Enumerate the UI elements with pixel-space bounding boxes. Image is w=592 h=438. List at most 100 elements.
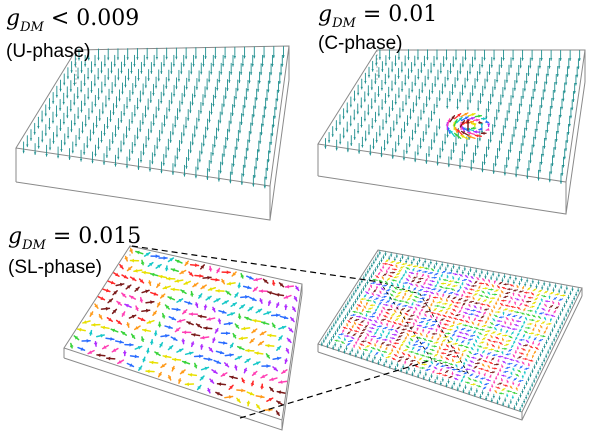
panel-c-arrow-head [447, 78, 449, 80]
sl-full-arrow-head [525, 291, 527, 293]
panel-c-arrow-head [461, 159, 463, 161]
sl-full-arrow-head [508, 363, 510, 365]
panel-u-arrow-head [191, 103, 193, 105]
panel-c-arrow-head [534, 137, 536, 139]
panel-u-arrow-head [165, 155, 167, 157]
panel-c-arrow-head [554, 147, 556, 149]
panel-u-arrow-head [77, 77, 79, 79]
sl-full-edge-arrow-head [545, 342, 547, 344]
panel-u-arrow-head [221, 113, 223, 115]
panel-u-arrow-head [167, 148, 169, 150]
sl-full-edge-arrow-head [484, 276, 486, 278]
panel-u-arrow-head [183, 134, 185, 136]
sl-full-edge-arrow-head [442, 379, 444, 381]
sl-full-arrow-head [391, 349, 393, 351]
sl-full-edge-arrow-head [356, 298, 358, 300]
panel-c-arrow-head [436, 134, 438, 136]
panel-u-arrow-head [190, 72, 192, 74]
sl-full-edge-arrow-head [396, 256, 398, 258]
panel-u-arrow-head [136, 107, 138, 109]
panel-c-arrow-head [438, 98, 440, 100]
sl-full-edge-arrow-head [391, 363, 393, 365]
panel-u-arrow-head [224, 96, 226, 98]
panel-u-arrow-head [94, 84, 96, 86]
sl-full-edge-arrow-head [462, 272, 464, 274]
label-sl-param: gDM = 0.015 [8, 226, 141, 252]
panel-u-arrow-head [158, 139, 160, 141]
panel-c-arrow-head [350, 124, 352, 126]
panel-u-arrow-head [245, 97, 247, 99]
panel-u-arrow-head [185, 126, 187, 128]
panel-u-arrow-head [243, 56, 245, 58]
panel-c-box-bottom-edge [318, 82, 585, 214]
sl-full-edge-arrow-head [354, 301, 356, 303]
panel-c-arrow-head [565, 83, 567, 85]
sl-zoom-arrow-head [246, 349, 250, 353]
panel-c-arrow-head [454, 85, 456, 87]
sl-full-edge-arrow-head [361, 281, 363, 283]
sl-zoom-arrow-head [185, 382, 189, 386]
panel-c-arrow-head [427, 77, 429, 79]
panel-c-arrow-head [332, 134, 334, 136]
panel-c-arrow-head [406, 151, 408, 153]
sl-full-edge-arrow-head [531, 385, 533, 387]
panel-c-arrow-head [418, 97, 420, 99]
sl-zoom-arrow-head [266, 344, 270, 348]
panel-u-arrow-head [97, 77, 99, 79]
label-u-phase: (U-phase) [6, 42, 90, 61]
sl-full-arrow-head [480, 307, 482, 309]
sl-full-arrow-head [441, 352, 443, 354]
sl-full-arrow-head [382, 266, 384, 268]
sl-full-edge-arrow-head [479, 275, 481, 277]
panel-c-arrow-head [403, 130, 405, 132]
panel-u-arrow-head [134, 144, 136, 146]
panel-c-arrow-head [539, 113, 541, 115]
panel-c-arrow-head [466, 145, 468, 147]
panel-c-arrow-head [531, 153, 533, 155]
sl-full-edge-arrow-head [362, 353, 364, 355]
panel-c-arrow-head [466, 79, 468, 81]
panel-u-arrow-head [66, 116, 68, 118]
panel-u-arrow-head [176, 117, 178, 119]
sl-full-edge-arrow-head [343, 309, 345, 311]
panel-c-arrow-head [467, 108, 469, 110]
panel-u-arrow-head [165, 57, 167, 59]
panel-c-arrow-head [536, 129, 538, 131]
panel-c-arrow-head [324, 146, 326, 148]
panel-u-arrow-head [241, 182, 243, 184]
panel-u-arrow-head [80, 110, 82, 112]
panel-u-arrow-head [120, 120, 122, 122]
panel-u-arrow-head [107, 58, 109, 60]
panel-u-arrow-head [267, 90, 269, 92]
panel-u-arrow-head [229, 181, 231, 183]
panel-c-arrow-head [502, 134, 504, 136]
sl-full-edge-arrow-head [561, 309, 563, 311]
sl-zoom-arrow-head [173, 358, 177, 362]
panel-c-arrow-head [391, 89, 393, 91]
sl-full-edge-arrow-head [567, 297, 569, 299]
sl-full-arrow-head [434, 276, 436, 278]
sl-full-edge-arrow-head [543, 360, 545, 362]
panel-u-arrow-head [144, 115, 146, 117]
panel-u-arrow-head [145, 86, 147, 88]
sl-full-edge-arrow-head [513, 282, 515, 284]
sl-full-edge-arrow-head [430, 376, 432, 378]
sl-full-arrow-head [502, 313, 504, 315]
sl-full-edge-arrow-head [575, 294, 577, 296]
panel-u-arrow-head [91, 111, 93, 113]
panel-c-arrow-head [375, 63, 377, 65]
panel-c-arrow-head [510, 65, 512, 67]
sl-full-arrow-head [505, 334, 507, 336]
sl-full-edge-arrow-head [545, 356, 547, 358]
panel-u-arrow-head [63, 122, 65, 124]
panel-u-arrow-head [103, 133, 105, 135]
panel-c-arrow-head [414, 160, 416, 162]
panel-u-arrow-head [165, 86, 167, 88]
panel-c-arrow-head [411, 90, 413, 92]
sl-full-arrow-head [394, 342, 396, 344]
panel-c-arrow-head [360, 106, 362, 108]
panel-c-arrow-head [436, 58, 438, 60]
panel-u-arrow-head [237, 89, 239, 91]
panel-c-arrow-head [506, 80, 508, 82]
panel-u-arrow-head [204, 96, 206, 98]
